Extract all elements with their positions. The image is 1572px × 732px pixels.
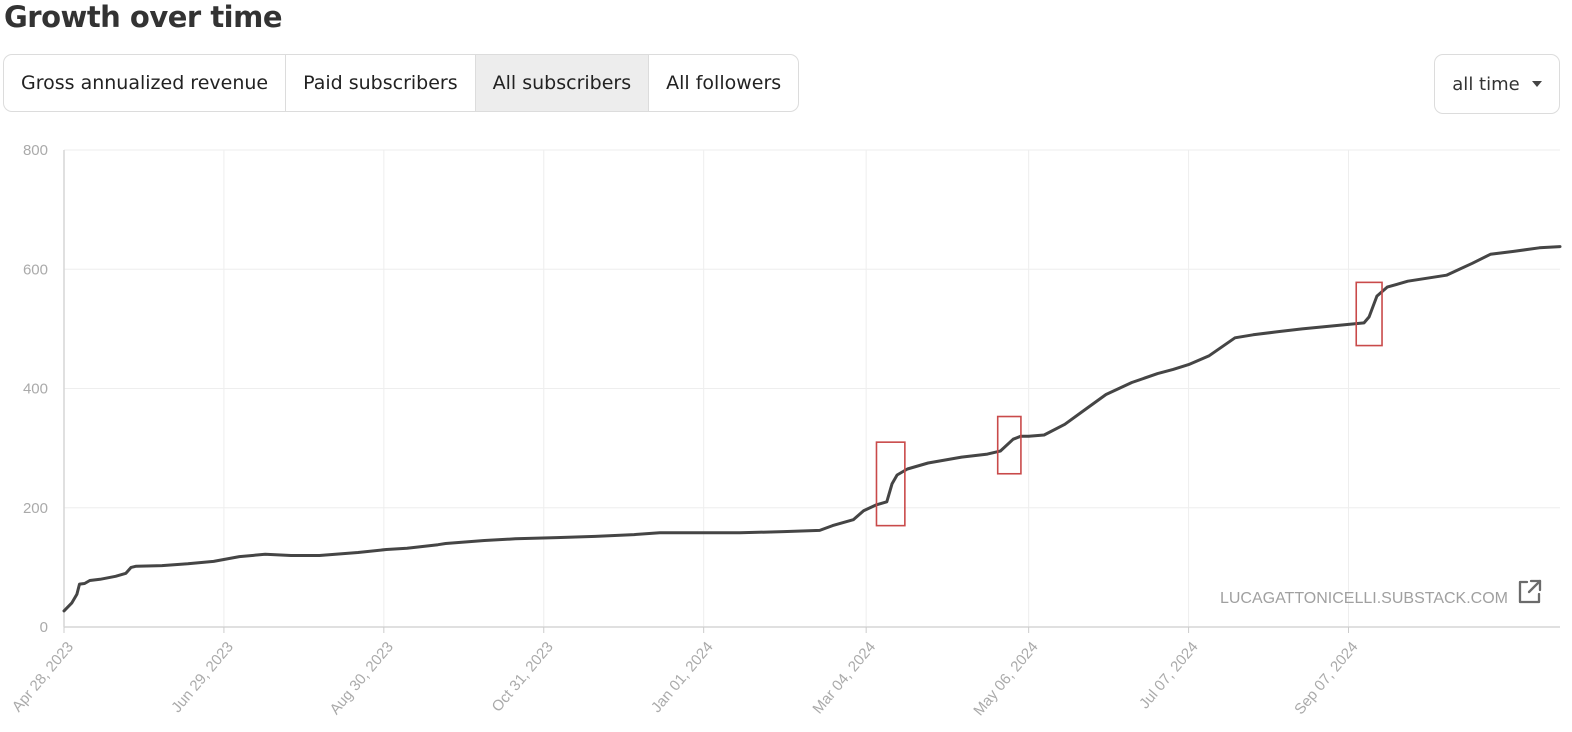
tab-all-subscribers[interactable]: All subscribers [475,55,650,111]
x-tick-label: Jul 07, 2024 [1136,639,1202,713]
y-axis-ticks: 0 200 400 600 800 [23,142,48,636]
chart-grid [63,149,1560,627]
highlight-box [1355,281,1383,347]
x-tick-label: Mar 04, 2024 [809,639,879,718]
time-range-value: all time [1452,73,1520,95]
y-tick-label: 800 [23,142,48,159]
highlight-boxes [875,281,1383,527]
series-line [62,245,1562,613]
tab-paid-subscribers[interactable]: Paid subscribers [286,55,476,111]
y-tick-label: 200 [23,500,48,517]
highlight-box [875,441,906,527]
time-range-select[interactable]: all time [1434,54,1560,114]
page-title: Growth over time [4,0,283,34]
highlight-box [996,415,1022,475]
y-tick-label: 600 [23,261,48,278]
watermark-text: LUCAGATTONICELLI.SUBSTACK.COM [1220,590,1508,607]
x-tick-label: May 06, 2024 [970,639,1041,720]
x-tick-label: Oct 31, 2023 [489,639,557,716]
y-tick-label: 0 [40,619,48,636]
metric-tabs: Gross annualized revenue Paid subscriber… [3,54,800,112]
caret-down-icon [1531,81,1542,87]
x-tick-label: Jun 29, 2023 [168,639,237,716]
x-tick-label: Sep 07, 2024 [1291,639,1361,718]
y-tick-label: 400 [23,381,48,398]
external-link-icon[interactable] [1518,579,1542,604]
x-axis-ticks: Apr 28, 2023 Jun 29, 2023 Aug 30, 2023 Oct … [9,627,1362,719]
x-tick-label: Aug 30, 2023 [327,639,397,718]
x-tick-label: Jan 01, 2024 [648,639,717,716]
chart-axes [63,150,1560,628]
tab-all-followers[interactable]: All followers [666,72,782,94]
tab-gross-annualized-revenue[interactable]: Gross annualized revenue [4,55,287,111]
x-tick-label: Apr 28, 2023 [9,639,77,716]
